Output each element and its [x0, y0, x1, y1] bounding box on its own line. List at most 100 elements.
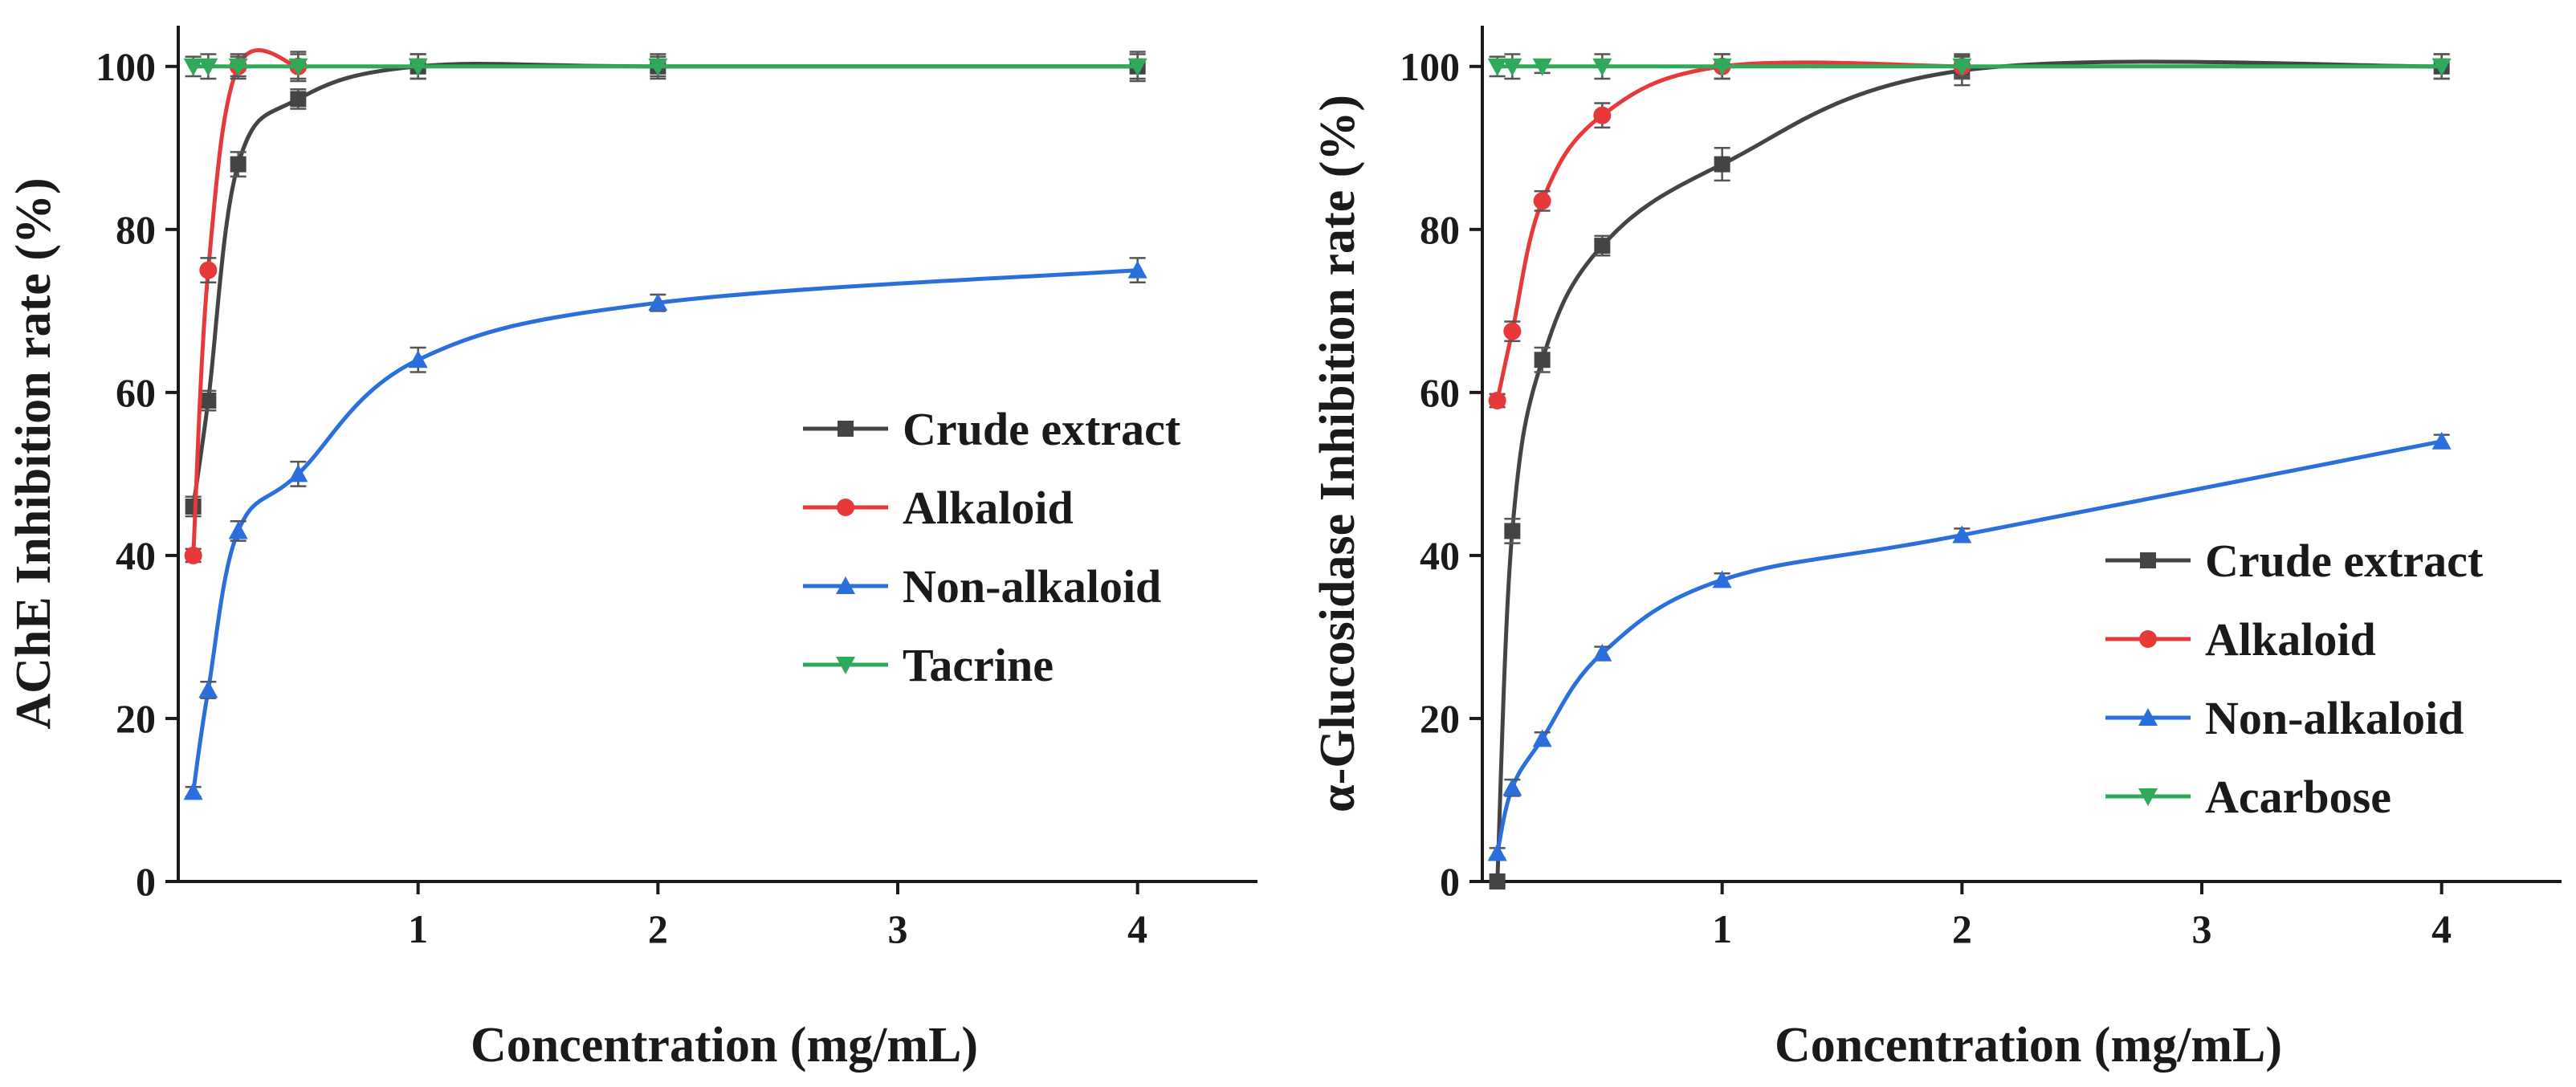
ache-y-tick-label: 60 — [116, 370, 156, 415]
ache-legend-item: Non-alkaloid — [803, 560, 1161, 613]
ache-series-alkaloid — [184, 47, 308, 564]
ache-series-line — [191, 268, 1138, 792]
ache-data-point — [408, 350, 428, 368]
glucosidase-data-point — [1487, 843, 1507, 861]
ache-legend-label: Tacrine — [903, 639, 1054, 691]
ache-x-tick-label: 1 — [408, 906, 428, 951]
glucosidase-legend: Crude extract Alkaloid Non-alkaloid Acarbos… — [2105, 535, 2484, 823]
glucosidase-legend-marker — [2139, 630, 2157, 648]
ache-series-tacrine — [183, 53, 1147, 80]
glucosidase-legend-label: Crude extract — [2205, 535, 2484, 587]
ache-data-point — [184, 546, 202, 564]
ache-x-tick-label: 2 — [648, 906, 668, 951]
ache-y-axis-title: AChE Inhibition rate (%) — [6, 177, 61, 729]
ache-y-tick-label: 20 — [116, 696, 156, 741]
glucosidase-data-point — [1489, 873, 1506, 890]
glucosidase-data-point — [1502, 58, 1522, 76]
glucosidase-data-point — [1532, 729, 1552, 747]
ache-y-tick-label: 80 — [116, 207, 156, 252]
ache-data-point — [183, 58, 203, 76]
glucosidase-y-tick-label: 60 — [1420, 370, 1460, 415]
glucosidase-series-line — [1495, 439, 2443, 854]
glucosidase-legend-item: Acarbose — [2105, 771, 2391, 823]
glucosidase-data-point — [1592, 58, 1612, 76]
ache-legend-marker — [838, 421, 854, 437]
ache-data-point — [288, 464, 308, 482]
glucosidase-legend-item: Crude extract — [2105, 535, 2484, 587]
glucosidase-series-alkaloid — [1488, 53, 1971, 410]
ache-series-non-alkaloid — [183, 257, 1147, 800]
glucosidase-legend-marker — [2140, 552, 2156, 568]
glucosidase-data-point — [1532, 58, 1552, 76]
ache-y-tick-label: 0 — [136, 859, 156, 904]
ache-legend-label: Crude extract — [903, 403, 1181, 455]
glucosidase-data-point — [1714, 156, 1730, 173]
glucosidase-data-point — [1952, 525, 1972, 544]
glucosidase-legend-marker — [2138, 788, 2158, 806]
glucosidase-legend-label: Acarbose — [2205, 771, 2391, 823]
ache-data-point — [230, 156, 247, 173]
glucosidase-series-non-alkaloid — [1487, 431, 2452, 861]
glucosidase-y-tick-label: 80 — [1420, 207, 1460, 252]
glucosidase-x-tick-label: 4 — [2431, 906, 2452, 951]
glucosidase-data-point — [1503, 322, 1522, 340]
glucosidase-legend-label: Non-alkaloid — [2205, 692, 2464, 744]
ache-data-point — [183, 782, 203, 800]
glucosidase-x-tick-label: 3 — [2192, 906, 2212, 951]
glucosidase-y-tick-label: 40 — [1420, 533, 1460, 578]
ache-x-tick-label: 3 — [888, 906, 908, 951]
glucosidase-data-point — [1534, 352, 1551, 368]
glucosidase-series-line — [1495, 60, 1963, 401]
glucosidase-y-tick-label: 20 — [1420, 696, 1460, 741]
glucosidase-legend-item: Alkaloid — [2105, 613, 2376, 666]
ache-legend-marker — [836, 576, 855, 594]
glucosidase-legend-item: Non-alkaloid — [2105, 692, 2464, 744]
ache-x-axis-title: Concentration (mg/mL) — [471, 1018, 978, 1073]
ache-legend-marker — [836, 657, 855, 674]
glucosidase-data-point — [1487, 58, 1507, 76]
ache-data-point — [408, 58, 428, 76]
ache-data-point — [200, 393, 217, 409]
glucosidase-data-point — [2431, 58, 2452, 76]
ache-legend-item: Alkaloid — [803, 482, 1074, 534]
ache-legend-label: Non-alkaloid — [903, 560, 1161, 613]
ache-data-point — [290, 91, 307, 108]
ache-legend-item: Tacrine — [803, 639, 1054, 691]
ache-data-point — [648, 293, 668, 311]
glucosidase-series-line — [1495, 59, 2442, 882]
glucosidase-data-point — [1594, 238, 1611, 254]
glucosidase-data-point — [1952, 58, 1972, 76]
ache-y-tick-label: 40 — [116, 533, 156, 578]
ache-y-tick-label: 100 — [96, 44, 156, 89]
ache-data-point — [1127, 58, 1147, 76]
glucosidase-chart-panel: 0 20 40 60 80 100 1 2 3 4 α-Glucosidase Inhibition… — [1310, 26, 2562, 1073]
ache-data-point — [198, 680, 218, 698]
glucosidase-data-point — [1712, 570, 1732, 588]
glucosidase-data-point — [1488, 392, 1506, 410]
ache-legend-item: Crude extract — [803, 403, 1181, 455]
glucosidase-x-tick-label: 2 — [1952, 906, 1972, 951]
glucosidase-data-point — [1533, 192, 1551, 210]
ache-data-point — [198, 58, 218, 76]
ache-legend-marker — [837, 499, 854, 516]
ache-legend: Crude extract Alkaloid Non-alkaloid Tacrine — [803, 403, 1181, 691]
glucosidase-data-point — [1712, 58, 1732, 76]
glucosidase-y-tick-label: 100 — [1400, 44, 1460, 89]
glucosidase-legend-marker — [2138, 708, 2158, 726]
glucosidase-legend-label: Alkaloid — [2205, 613, 2376, 666]
ache-x-tick-label: 4 — [1127, 906, 1147, 951]
ache-data-point — [648, 58, 668, 76]
glucosidase-x-tick-label: 1 — [1712, 906, 1732, 951]
glucosidase-y-tick-label: 0 — [1440, 859, 1460, 904]
glucosidase-data-point — [1592, 643, 1612, 662]
glucosidase-x-axis-title: Concentration (mg/mL) — [1775, 1018, 2282, 1073]
ache-data-point — [228, 58, 248, 76]
glucosidase-series-acarbose — [1487, 53, 2452, 80]
ache-data-point — [1127, 260, 1147, 279]
glucosidase-data-point — [2431, 431, 2452, 450]
ache-data-point — [288, 58, 308, 76]
glucosidase-data-point — [1504, 523, 1521, 539]
glucosidase-data-point — [1593, 106, 1612, 124]
glucosidase-series-crude-extract — [1489, 53, 2450, 890]
